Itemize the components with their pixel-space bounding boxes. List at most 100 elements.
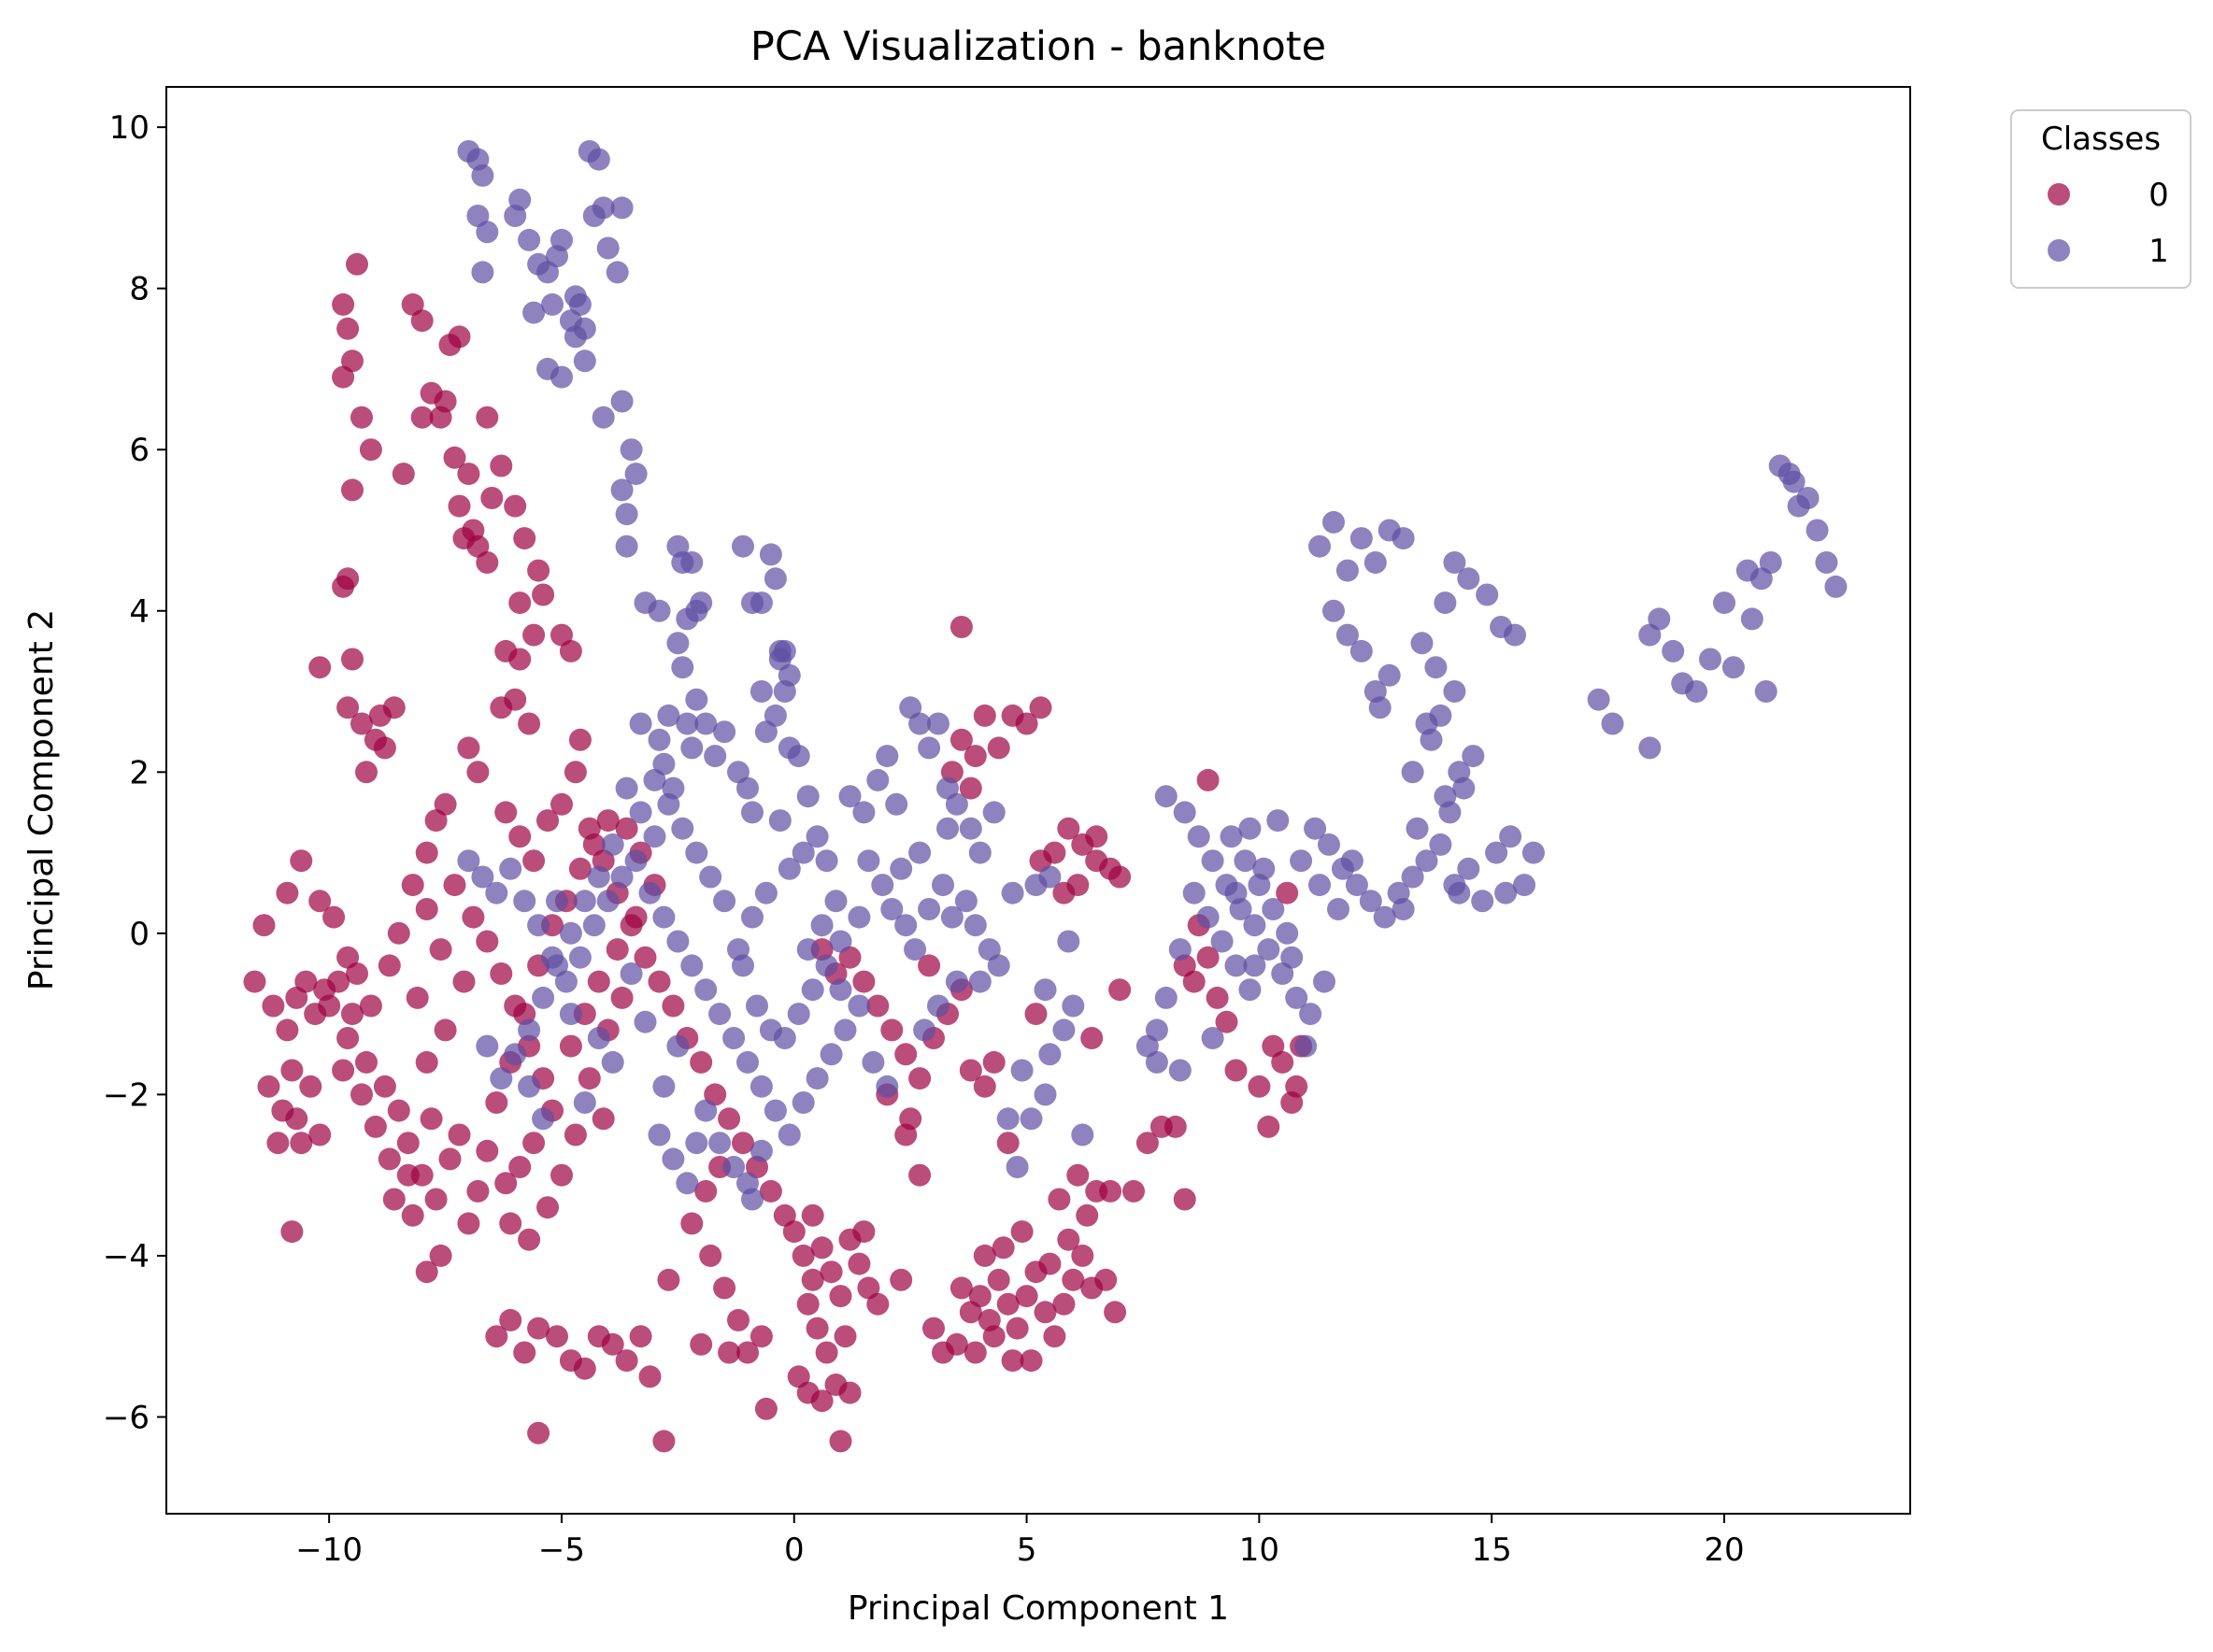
point-class-1 bbox=[1713, 591, 1735, 615]
point-class-1 bbox=[1438, 801, 1462, 824]
point-class-1 bbox=[1521, 841, 1545, 864]
point-class-1 bbox=[624, 849, 648, 873]
point-class-1 bbox=[964, 914, 987, 937]
point-class-1 bbox=[741, 1188, 764, 1211]
point-class-0 bbox=[959, 1059, 982, 1082]
point-class-1 bbox=[1434, 591, 1457, 615]
point-class-0 bbox=[568, 728, 592, 751]
point-class-0 bbox=[736, 1341, 759, 1364]
point-class-1 bbox=[708, 1132, 732, 1155]
point-class-0 bbox=[527, 559, 550, 582]
point-class-0 bbox=[1071, 1244, 1094, 1267]
point-class-1 bbox=[1429, 833, 1452, 856]
x-tick-label: −5 bbox=[538, 1531, 585, 1569]
point-class-0 bbox=[294, 970, 318, 993]
point-class-0 bbox=[415, 898, 438, 920]
point-class-0 bbox=[359, 438, 382, 462]
point-class-1 bbox=[713, 890, 736, 913]
point-class-0 bbox=[466, 761, 490, 784]
point-class-1 bbox=[1452, 776, 1476, 800]
point-class-1 bbox=[1252, 857, 1276, 880]
point-class-1 bbox=[1754, 680, 1778, 703]
point-class-1 bbox=[1224, 881, 1248, 904]
point-class-0 bbox=[476, 930, 499, 953]
point-class-1 bbox=[573, 349, 596, 373]
point-class-1 bbox=[648, 1123, 671, 1146]
point-class-0 bbox=[1285, 1075, 1308, 1098]
point-class-0 bbox=[852, 1220, 876, 1244]
point-class-1 bbox=[1415, 849, 1438, 873]
point-class-1 bbox=[1476, 583, 1499, 606]
point-class-0 bbox=[359, 994, 382, 1018]
point-class-0 bbox=[587, 970, 610, 993]
point-class-1 bbox=[671, 817, 694, 840]
point-class-0 bbox=[532, 583, 555, 606]
point-class-0 bbox=[922, 1317, 945, 1340]
point-class-1 bbox=[518, 1075, 541, 1098]
point-class-0 bbox=[1271, 1050, 1294, 1074]
point-class-1 bbox=[1034, 1083, 1057, 1106]
point-class-0 bbox=[308, 1123, 332, 1146]
point-class-1 bbox=[680, 954, 704, 977]
point-class-1 bbox=[1299, 1003, 1322, 1026]
point-class-0 bbox=[620, 914, 643, 937]
point-class-1 bbox=[959, 817, 982, 840]
point-class-0 bbox=[973, 704, 996, 727]
point-class-0 bbox=[754, 1397, 778, 1420]
plot-frame bbox=[165, 86, 1911, 1515]
point-class-0 bbox=[420, 1107, 443, 1131]
point-class-1 bbox=[764, 567, 787, 591]
point-class-0 bbox=[522, 849, 546, 873]
point-class-1 bbox=[662, 1147, 685, 1171]
point-class-1 bbox=[908, 712, 932, 735]
point-class-0 bbox=[415, 1050, 438, 1074]
point-class-0 bbox=[908, 1067, 932, 1090]
x-axis-label: Principal Component 1 bbox=[848, 1589, 1229, 1628]
point-class-1 bbox=[1685, 680, 1708, 703]
point-class-0 bbox=[276, 1018, 299, 1042]
point-class-1 bbox=[1424, 656, 1448, 679]
point-class-1 bbox=[704, 745, 727, 768]
point-class-1 bbox=[648, 599, 671, 622]
point-class-1 bbox=[652, 752, 676, 776]
point-class-0 bbox=[332, 292, 355, 316]
point-class-0 bbox=[1038, 1252, 1062, 1275]
point-class-1 bbox=[615, 503, 638, 526]
point-class-0 bbox=[1257, 1115, 1280, 1138]
point-class-1 bbox=[806, 825, 829, 848]
point-class-0 bbox=[829, 1285, 852, 1308]
point-class-0 bbox=[918, 954, 941, 977]
point-class-1 bbox=[1335, 559, 1359, 582]
point-class-0 bbox=[662, 994, 685, 1018]
point-class-0 bbox=[949, 616, 973, 638]
point-class-0 bbox=[894, 1043, 918, 1066]
point-class-1 bbox=[1699, 648, 1721, 671]
y-tick-label: −2 bbox=[103, 1076, 150, 1114]
point-class-1 bbox=[848, 994, 871, 1018]
point-class-1 bbox=[685, 1132, 708, 1155]
point-class-0 bbox=[504, 688, 527, 711]
point-class-1 bbox=[945, 792, 968, 816]
point-class-0 bbox=[680, 1212, 704, 1235]
point-class-0 bbox=[727, 1308, 750, 1332]
point-class-0 bbox=[387, 921, 410, 945]
point-class-0 bbox=[973, 1075, 996, 1098]
point-class-0 bbox=[457, 736, 480, 760]
point-class-0 bbox=[285, 1107, 308, 1131]
legend-title: Classes bbox=[2041, 121, 2161, 158]
point-class-1 bbox=[1294, 1034, 1318, 1058]
point-class-0 bbox=[527, 1317, 550, 1340]
point-class-1 bbox=[852, 801, 876, 824]
point-class-1 bbox=[1638, 736, 1662, 760]
point-class-0 bbox=[308, 890, 332, 913]
point-class-1 bbox=[1290, 849, 1313, 873]
point-class-1 bbox=[490, 1067, 513, 1090]
point-class-1 bbox=[871, 874, 894, 897]
point-class-0 bbox=[522, 1132, 546, 1155]
point-class-1 bbox=[601, 1050, 624, 1074]
point-class-1 bbox=[620, 962, 643, 985]
point-class-1 bbox=[1238, 978, 1262, 1002]
point-class-0 bbox=[1104, 1301, 1127, 1324]
point-class-0 bbox=[434, 1018, 457, 1042]
point-class-1 bbox=[1378, 663, 1401, 687]
